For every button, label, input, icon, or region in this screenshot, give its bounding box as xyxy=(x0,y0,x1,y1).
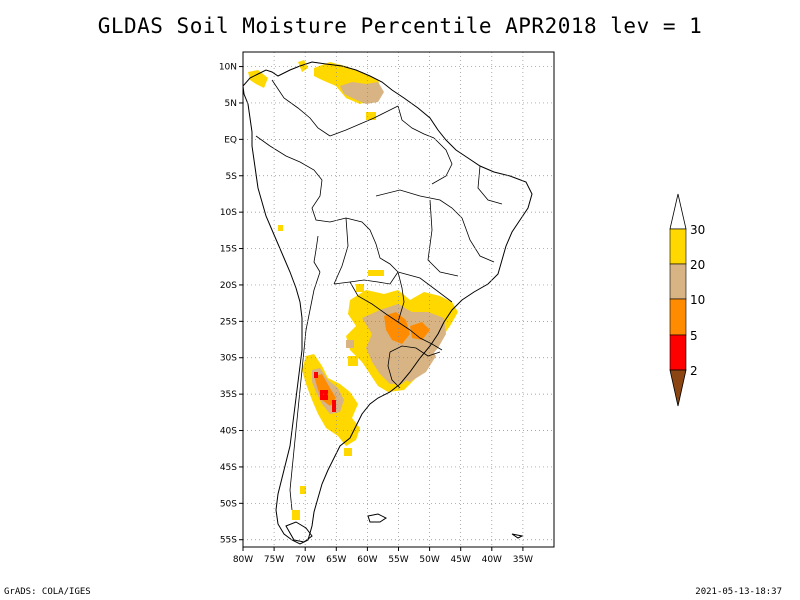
border-uruguay xyxy=(389,345,441,357)
border-brazil-states-3 xyxy=(461,217,495,263)
coastline-outline xyxy=(243,61,533,545)
border-argentina-brazil xyxy=(397,321,443,351)
lon-tick-label: 70W xyxy=(295,555,315,565)
shade-patch-small-9 xyxy=(292,510,300,520)
shade-patch-small-3 xyxy=(356,284,364,292)
lon-tick-label: 60W xyxy=(357,555,377,565)
border-brazil-states-6 xyxy=(397,271,453,303)
country-borders xyxy=(255,79,503,511)
border-peru-bolivia xyxy=(313,235,321,273)
longitude-tick-labels: 80W 75W 70W 65W 60W 55W 50W 45W 40W 35W xyxy=(233,547,533,565)
lon-tick-label: 40W xyxy=(482,555,502,565)
lat-tick-label: 45S xyxy=(220,463,237,473)
island-south-georgia xyxy=(511,533,524,539)
colorbar-swatch-5-10 xyxy=(669,298,687,336)
border-paraguay-argentina xyxy=(349,281,399,323)
lat-tick-label: 30S xyxy=(220,354,237,364)
shade-patch-venezuela-tan xyxy=(340,82,384,104)
lon-tick-label: 80W xyxy=(233,555,253,565)
shade-patch-misiones-orange xyxy=(410,322,430,340)
border-bolivia-paraguay xyxy=(333,271,399,285)
soil-moisture-shading xyxy=(248,60,458,520)
footer-credit: GrADS: COLA/IGES xyxy=(4,587,91,597)
colorbar-label-2: 2 xyxy=(690,364,698,378)
lat-tick-label: 5N xyxy=(225,99,237,109)
shade-patch-colombia-yellow xyxy=(248,70,268,88)
shade-patch-small-6 xyxy=(346,340,354,348)
colorbar-swatch-20-30 xyxy=(669,228,687,265)
colorbar-label-30: 30 xyxy=(690,223,705,237)
border-colombia-peru xyxy=(269,145,323,181)
lon-tick-label: 75W xyxy=(264,555,284,565)
lon-tick-label: 50W xyxy=(419,555,439,565)
lat-tick-label: 10N xyxy=(219,63,237,73)
lat-tick-label: 55S xyxy=(220,536,237,546)
shade-patch-parana-orange xyxy=(384,312,410,344)
falklands xyxy=(367,513,387,523)
colorbar-legend: 30 20 10 5 2 xyxy=(669,193,705,407)
lon-tick-label: 45W xyxy=(451,555,471,565)
border-chile-argentina xyxy=(289,271,321,511)
map-gridlines xyxy=(243,52,554,547)
border-peru-brazil xyxy=(311,179,347,223)
colorbar-swatch-2-5 xyxy=(669,334,687,371)
page-title: GLDAS Soil Moisture Percentile APR2018 l… xyxy=(97,14,703,38)
south-america-coastline xyxy=(243,61,533,545)
border-guyanas xyxy=(397,105,435,139)
colorbar-top-triangle xyxy=(669,193,687,230)
lat-tick-label: 25S xyxy=(220,317,237,327)
lon-tick-label: 35W xyxy=(513,555,533,565)
lat-tick-label: 35S xyxy=(220,390,237,400)
shade-patch-argentina-red-1 xyxy=(320,390,328,400)
border-brazil-states-4 xyxy=(477,165,503,205)
border-paraguay-brazil xyxy=(397,271,405,323)
border-ecuador xyxy=(255,135,271,147)
colorbar-bottom-triangle xyxy=(669,369,687,407)
border-brazil-states-1 xyxy=(375,189,463,219)
shade-patch-argentina-red-2 xyxy=(332,400,336,412)
lat-tick-label: 15S xyxy=(220,245,237,255)
colorbar-label-20: 20 xyxy=(690,258,705,272)
colorbar-label-10: 10 xyxy=(690,293,705,307)
border-brazil-states-5 xyxy=(431,137,453,185)
lat-tick-label: 10S xyxy=(220,208,237,218)
footer-timestamp: 2021-05-13-18:37 xyxy=(695,587,782,597)
latitude-tick-labels: 10N 5N EQ 5S 10S 15S 20S 25S 30S 35S 40S 45S 50S 55S xyxy=(219,63,243,546)
border-brazil-states-2 xyxy=(427,199,459,277)
tierra-del-fuego xyxy=(285,521,313,543)
lon-tick-label: 55W xyxy=(388,555,408,565)
shade-patch-small-1 xyxy=(366,112,376,120)
border-brazil-states-7 xyxy=(333,217,349,285)
border-bolivia-brazil xyxy=(345,217,399,273)
shade-patch-uruguay-tan xyxy=(388,340,436,382)
shade-patch-argentina-red-3 xyxy=(314,372,318,378)
border-venezuela-brazil xyxy=(329,105,399,137)
shade-patch-small-2 xyxy=(368,270,384,276)
colorbar-label-5: 5 xyxy=(690,329,698,343)
border-colombia-venezuela xyxy=(271,79,331,137)
shade-patch-small-8 xyxy=(300,486,306,494)
lat-tick-label: 50S xyxy=(220,499,237,509)
shade-patch-small-7 xyxy=(344,448,352,456)
colorbar-swatch-10-20 xyxy=(669,263,687,300)
lat-tick-label: EQ xyxy=(224,135,237,145)
shade-patch-small-5 xyxy=(348,356,358,366)
lon-tick-label: 65W xyxy=(326,555,346,565)
lat-tick-label: 20S xyxy=(220,281,237,291)
shade-patch-small-4 xyxy=(278,225,283,231)
lat-tick-label: 5S xyxy=(226,172,238,182)
border-uruguay-river xyxy=(387,351,401,389)
lat-tick-label: 40S xyxy=(220,427,237,437)
